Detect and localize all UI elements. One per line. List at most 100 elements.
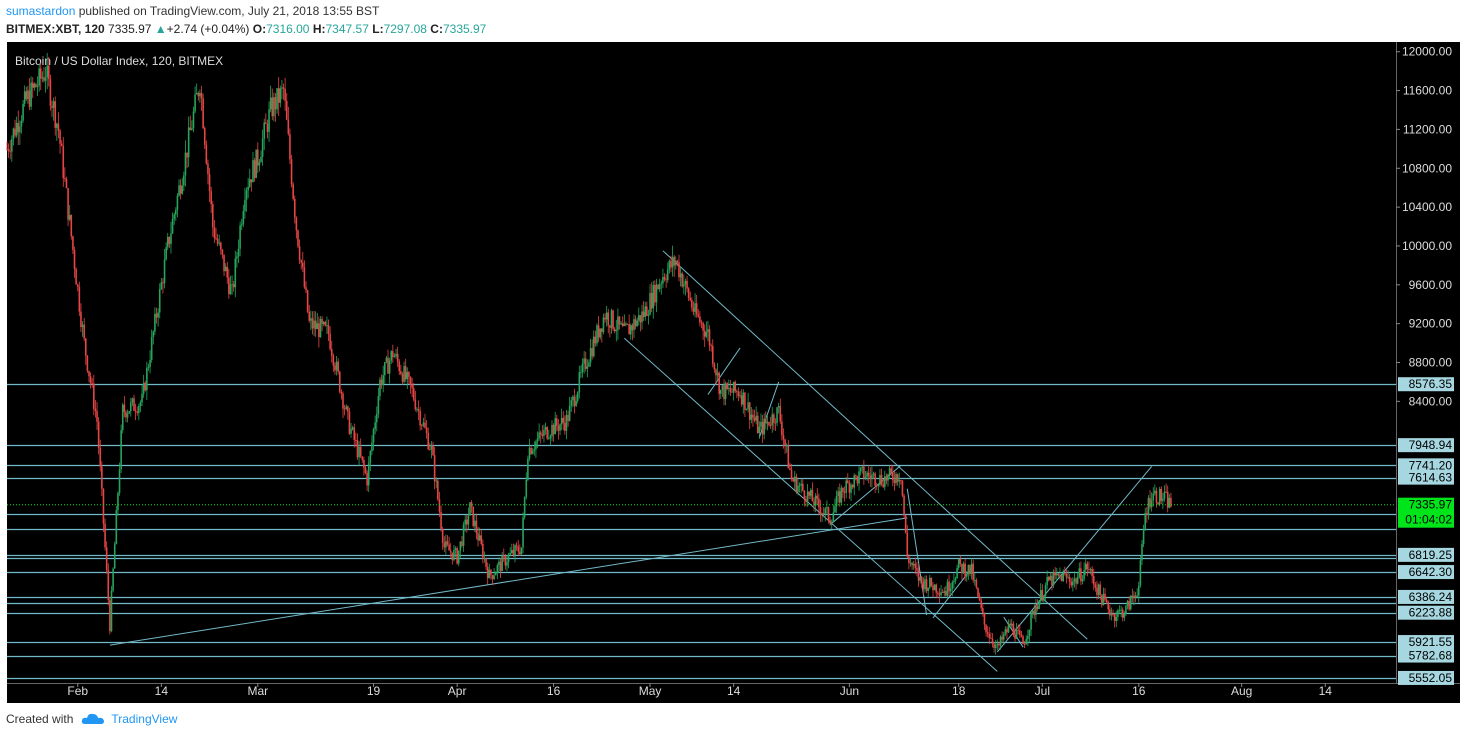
candle-body-23	[43, 77, 45, 81]
candle-body-356	[578, 372, 581, 393]
candle-body-475	[769, 425, 772, 426]
candle-body-702	[1134, 595, 1137, 597]
open-value: 7316.00	[266, 22, 310, 36]
candle-body-382	[620, 323, 622, 325]
candle-body-465	[753, 417, 756, 421]
candle-body-413	[670, 260, 672, 268]
candle-body-510	[826, 507, 828, 509]
candle-body-698	[1128, 601, 1130, 610]
candle-body-564	[912, 563, 915, 566]
candle-body-640	[1035, 606, 1037, 616]
candle-body-476	[771, 414, 774, 426]
candle-body-217	[355, 440, 357, 441]
candle-body-21	[39, 68, 42, 79]
candle-body-287	[467, 515, 470, 525]
candle-body-192	[314, 320, 317, 330]
candle-body-222	[363, 459, 365, 468]
candle-body-18	[35, 83, 37, 88]
candle-body-724	[1170, 497, 1172, 507]
candle-body-452	[732, 381, 735, 393]
candle-body-160	[263, 122, 266, 139]
candle-body-165	[271, 97, 274, 117]
candle-body-103	[171, 218, 174, 234]
candle-body-129	[213, 227, 216, 238]
candle-body-322	[523, 496, 526, 518]
candle-body-186	[305, 287, 307, 291]
candle-body-317	[515, 545, 518, 547]
candle-body-252	[411, 384, 413, 389]
candle-body-563	[911, 562, 913, 566]
time-axis[interactable]: Feb 14 Mar 19 Apr 16 May 14 Jun 18 Jul 16 Aug 14	[67, 683, 1332, 698]
horizontal-levels	[7, 383, 1396, 680]
candle-body-327	[531, 450, 534, 454]
candle-body-691	[1117, 610, 1119, 617]
candle-body-592	[957, 558, 960, 568]
candle-body-1	[7, 149, 10, 152]
candle-body-479	[776, 407, 778, 424]
candle-body-185	[303, 267, 306, 288]
candle-body-118	[195, 92, 198, 95]
candle-body-515	[834, 506, 836, 513]
candle-body-582	[941, 592, 944, 593]
candle-body-199	[326, 325, 328, 327]
candle-body-226	[369, 451, 372, 464]
candle-body-415	[673, 256, 675, 266]
candle-body-383	[621, 323, 624, 327]
candle-body-309	[502, 555, 505, 557]
candle-body-646	[1044, 585, 1047, 597]
candle-body-391	[634, 319, 637, 327]
candle-body-571	[924, 579, 926, 590]
y-tick-label-3: 10800.00	[1402, 161, 1452, 175]
candle-body-633	[1023, 644, 1026, 645]
candle-body-586	[948, 581, 950, 592]
candle-body-689	[1113, 614, 1116, 621]
candle-body-76	[128, 411, 130, 414]
author-link[interactable]: sumastardon	[6, 4, 76, 18]
price-axis[interactable]: 12000.00 11600.00 11200.00 10800.00 10400.00…	[1396, 45, 1454, 685]
level-tag-label-12: 5921.55	[1409, 635, 1453, 649]
candle-body-390	[633, 319, 635, 331]
candle-body-198	[324, 322, 327, 326]
candle-body-469	[760, 421, 762, 427]
candle-body-177	[290, 159, 293, 185]
candle-body-316	[514, 545, 516, 555]
symbol-label[interactable]: BITMEX:XBT, 120	[6, 22, 105, 36]
candle-body-409	[663, 276, 666, 280]
candle-body-467	[756, 415, 759, 434]
candle-body-35	[62, 146, 65, 179]
candle-body-444	[719, 389, 722, 394]
candle-body-649	[1049, 575, 1052, 581]
candle-body-184	[302, 262, 304, 268]
candle-body-663	[1072, 581, 1074, 586]
candle-body-613	[991, 638, 994, 644]
candle-body-39	[68, 214, 71, 220]
candle-body-194	[318, 323, 320, 338]
candle-body-22	[41, 77, 44, 79]
candle-body-667	[1078, 568, 1081, 578]
candle-body-296	[482, 543, 484, 560]
candle-body-136	[224, 266, 227, 272]
candle-body-566	[916, 567, 918, 571]
candle-body-536	[867, 472, 870, 476]
countdown-label: 01:04:02	[1405, 513, 1452, 527]
candle-body-572	[925, 579, 928, 591]
candle-body-526	[851, 484, 854, 488]
candle-body-704	[1137, 585, 1140, 596]
candle-body-233	[380, 379, 383, 385]
candle-body-721	[1165, 491, 1167, 493]
candle-body-436	[707, 329, 709, 333]
candle-body-581	[940, 592, 942, 596]
tradingview-link[interactable]: TradingView	[111, 712, 178, 726]
candle-body-670	[1083, 569, 1085, 579]
candle-body-298	[485, 558, 487, 567]
candle-body-454	[736, 390, 738, 392]
candle-body-87	[146, 367, 148, 391]
candle-body-655	[1059, 575, 1061, 576]
candle-body-650	[1051, 575, 1053, 586]
candle-body-25	[46, 65, 48, 78]
candle-body-578	[935, 584, 938, 593]
candle-body-519	[840, 487, 843, 503]
candle-body-303	[493, 575, 495, 580]
candle-body-111	[184, 152, 187, 176]
